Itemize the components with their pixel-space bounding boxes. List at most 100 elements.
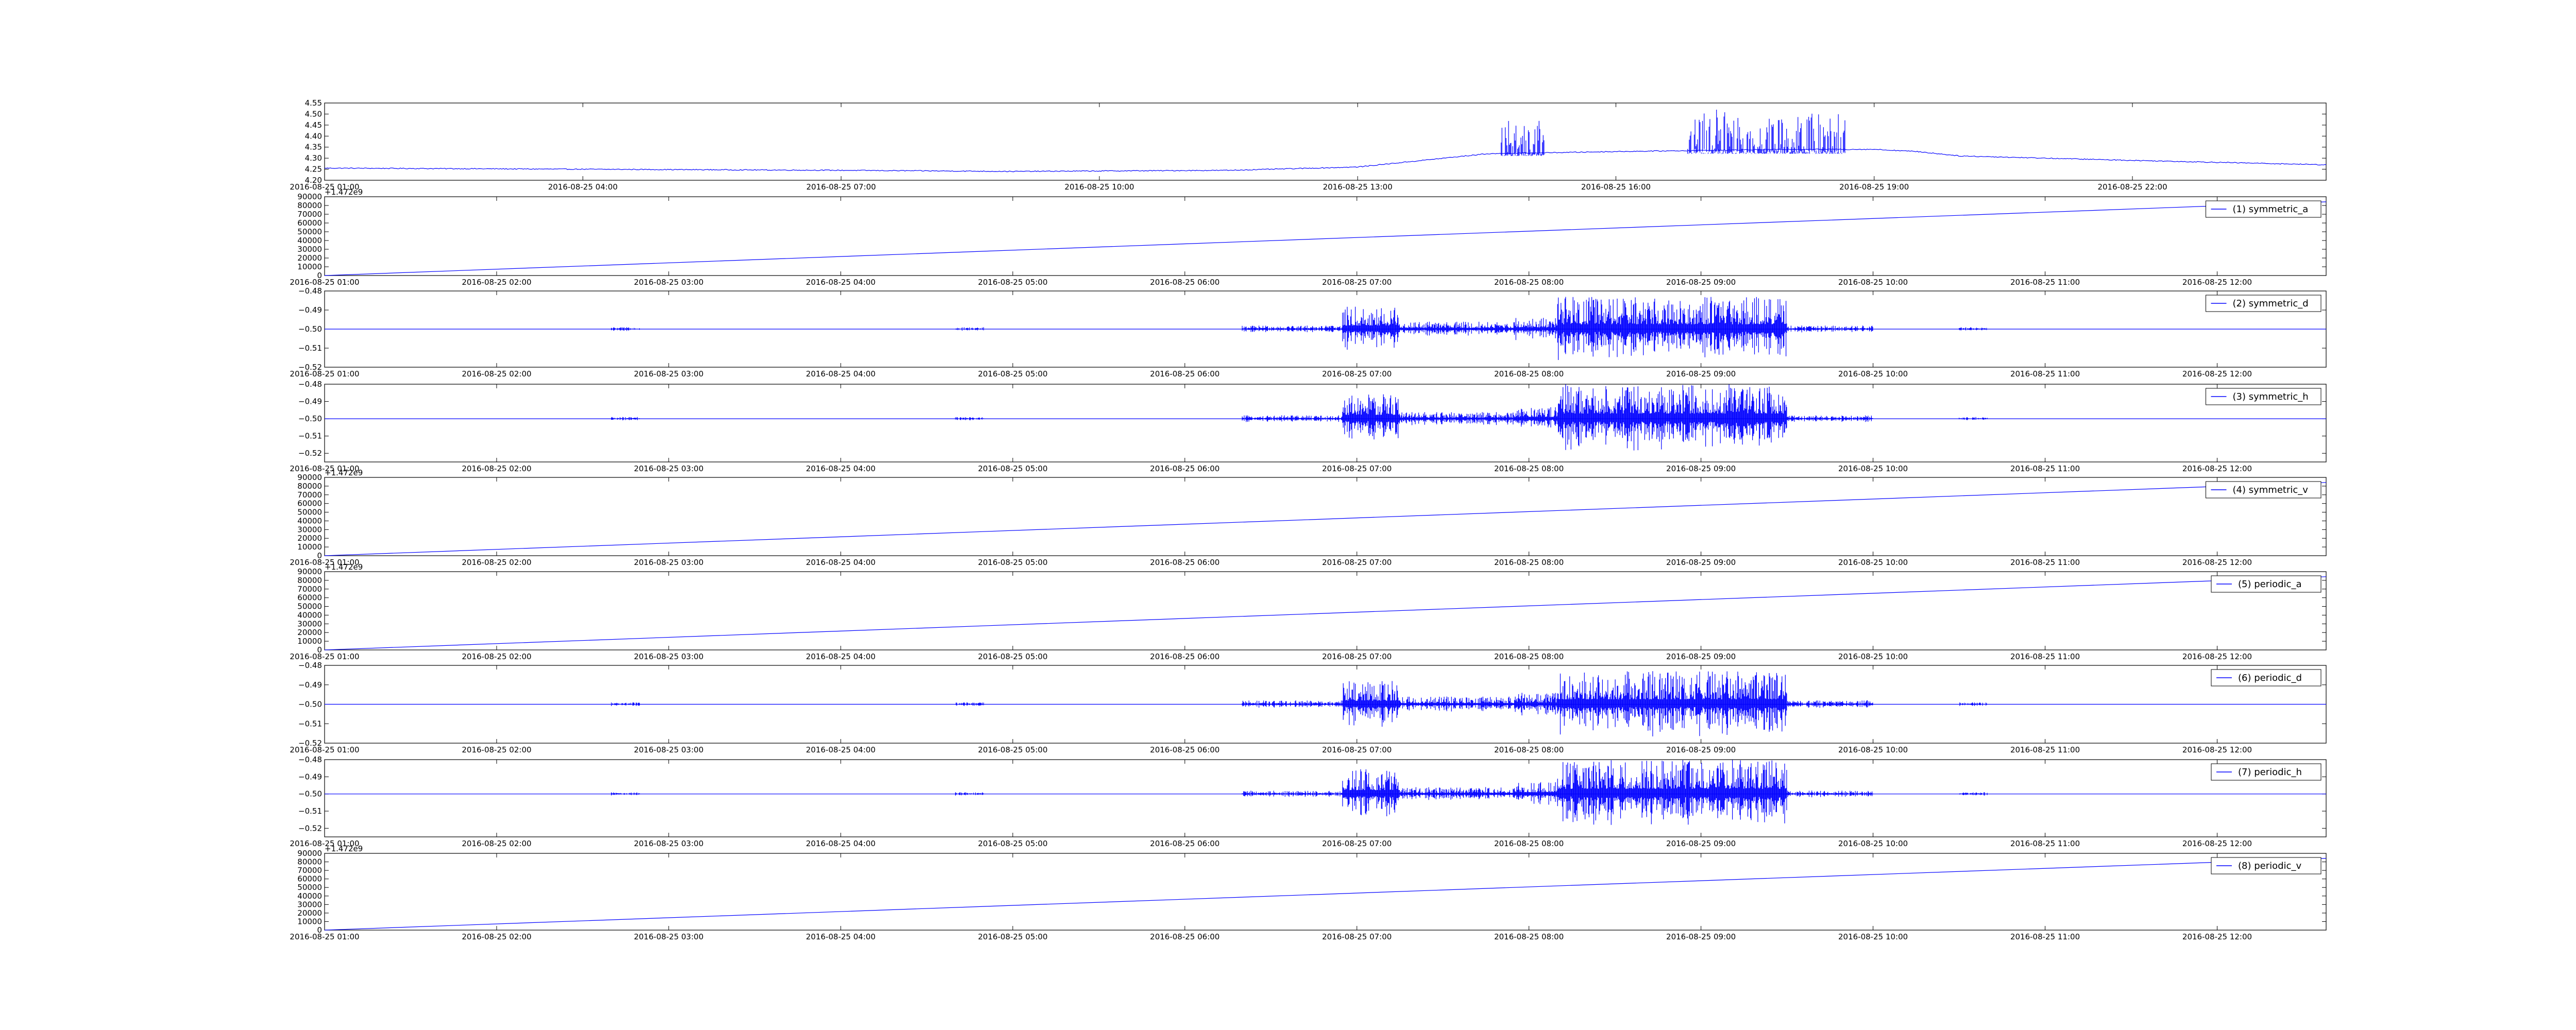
x-tick-label: 2016-08-25 07:00 <box>1322 464 1392 473</box>
series-line <box>325 297 2326 360</box>
series-line <box>325 384 2326 451</box>
y-tick-label: −0.48 <box>298 380 322 389</box>
x-tick-label: 2016-08-25 10:00 <box>1838 932 1908 941</box>
x-tick-label: 2016-08-25 04:00 <box>806 839 875 848</box>
y-tick-label: 90000 <box>297 192 322 201</box>
x-tick-label: 2016-08-25 01:00 <box>290 278 359 287</box>
y-tick-label: 70000 <box>297 210 322 219</box>
y-tick-label: 50000 <box>297 508 322 517</box>
y-tick-label: 80000 <box>297 576 322 585</box>
plot-area <box>324 853 2327 931</box>
y-tick-label: 90000 <box>297 849 322 858</box>
x-tick-label: 2016-08-25 06:00 <box>1150 839 1219 848</box>
x-tick-label: 2016-08-25 05:00 <box>978 369 1047 379</box>
y-tick-label: 80000 <box>297 857 322 867</box>
x-tick-label: 2016-08-25 02:00 <box>462 369 531 379</box>
x-tick-label: 2016-08-25 05:00 <box>978 932 1047 941</box>
x-tick-label: 2016-08-25 02:00 <box>462 558 531 567</box>
y-tick-label: 50000 <box>297 602 322 611</box>
y-tick-label: 4.55 <box>305 98 322 108</box>
x-tick-label: 2016-08-25 01:00 <box>290 369 359 379</box>
x-tick-label: 2016-08-25 01:00 <box>290 652 359 661</box>
x-tick-label: 2016-08-25 02:00 <box>462 652 531 661</box>
x-tick-label: 2016-08-25 07:00 <box>1322 839 1392 848</box>
y-tick-label: 0 <box>317 551 322 560</box>
y-tick-label: −0.50 <box>298 789 322 799</box>
y-tick-label: 50000 <box>297 883 322 892</box>
series-line <box>324 576 2327 650</box>
x-tick-label: 2016-08-25 22:00 <box>2097 182 2167 192</box>
x-tick-label: 2016-08-25 04:00 <box>806 932 875 941</box>
x-tick-label: 2016-08-25 08:00 <box>1494 745 1564 754</box>
y-tick-label: 4.30 <box>305 153 322 163</box>
x-tick-label: 2016-08-25 06:00 <box>1150 745 1219 754</box>
x-tick-label: 2016-08-25 06:00 <box>1150 464 1219 473</box>
x-tick-label: 2016-08-25 19:00 <box>1839 182 1909 192</box>
x-tick-label: 2016-08-25 12:00 <box>2182 745 2252 754</box>
x-tick-label: 2016-08-25 11:00 <box>2010 932 2080 941</box>
x-tick-label: 2016-08-25 10:00 <box>1838 278 1908 287</box>
y-tick-label: 30000 <box>297 619 322 628</box>
x-tick-label: 2016-08-25 11:00 <box>2010 278 2080 287</box>
x-tick-label: 2016-08-25 07:00 <box>1322 745 1392 754</box>
chart-panel-4: 0100002000030000400005000060000700008000… <box>290 468 2327 567</box>
x-tick-label: 2016-08-25 01:00 <box>290 932 359 941</box>
legend: (6) periodic_d <box>2211 669 2321 686</box>
y-tick-label: 0 <box>317 271 322 280</box>
x-tick-label: 2016-08-25 12:00 <box>2182 932 2252 941</box>
y-tick-label: 40000 <box>297 236 322 245</box>
x-tick-label: 2016-08-25 02:00 <box>462 745 531 754</box>
x-tick-label: 2016-08-25 08:00 <box>1494 464 1564 473</box>
x-tick-label: 2016-08-25 09:00 <box>1666 652 1736 661</box>
y-tick-label: −0.52 <box>298 449 322 458</box>
y-tick-label: 50000 <box>297 227 322 236</box>
y-tick-label: 40000 <box>297 610 322 620</box>
series-line <box>324 482 2327 556</box>
x-tick-label: 2016-08-25 02:00 <box>462 932 531 941</box>
x-tick-label: 2016-08-25 11:00 <box>2010 745 2080 754</box>
legend-label: (1) symmetric_a <box>2233 204 2309 215</box>
plot-area <box>324 571 2327 650</box>
x-tick-label: 2016-08-25 10:00 <box>1838 839 1908 848</box>
y-tick-label: 30000 <box>297 900 322 909</box>
x-tick-label: 2016-08-25 04:00 <box>806 464 875 473</box>
plot-area <box>324 196 2327 276</box>
y-tick-label: −0.51 <box>298 344 322 353</box>
y-tick-label: 30000 <box>297 245 322 254</box>
y-tick-label: 10000 <box>297 542 322 552</box>
y-tick-label: 60000 <box>297 593 322 603</box>
legend-label: (5) periodic_a <box>2238 579 2302 590</box>
x-tick-label: 2016-08-25 12:00 <box>2182 558 2252 567</box>
y-offset-text: +1.472e9 <box>325 844 363 853</box>
x-tick-label: 2016-08-25 05:00 <box>978 558 1047 567</box>
x-tick-label: 2016-08-25 02:00 <box>462 464 531 473</box>
y-tick-label: 20000 <box>297 908 322 918</box>
x-tick-label: 2016-08-25 08:00 <box>1494 369 1564 379</box>
y-tick-label: −0.52 <box>298 363 322 372</box>
plot-area <box>324 384 2327 462</box>
x-tick-label: 2016-08-25 03:00 <box>634 745 703 754</box>
x-tick-label: 2016-08-25 16:00 <box>1581 182 1651 192</box>
x-tick-label: 2016-08-25 11:00 <box>2010 369 2080 379</box>
chart-panel-8: 0100002000030000400005000060000700008000… <box>290 844 2327 941</box>
y-offset-text: +1.472e9 <box>325 468 363 477</box>
y-tick-label: 4.40 <box>305 131 322 141</box>
y-tick-label: −0.49 <box>298 397 322 406</box>
chart-panel-5: 0100002000030000400005000060000700008000… <box>290 562 2327 661</box>
x-tick-label: 2016-08-25 11:00 <box>2010 652 2080 661</box>
y-tick-label: −0.50 <box>298 324 322 334</box>
y-tick-label: 20000 <box>297 628 322 637</box>
y-tick-label: 4.20 <box>305 176 322 185</box>
series-line <box>325 760 2326 825</box>
y-offset-text: +1.472e9 <box>325 562 363 572</box>
y-tick-label: 80000 <box>297 482 322 491</box>
x-tick-label: 2016-08-25 06:00 <box>1150 278 1219 287</box>
chart-panel-1: 0100002000030000400005000060000700008000… <box>290 187 2327 287</box>
y-tick-label: 4.50 <box>305 109 322 118</box>
y-tick-label: 60000 <box>297 874 322 884</box>
y-tick-label: −0.49 <box>298 305 322 315</box>
x-tick-label: 2016-08-25 07:00 <box>806 182 876 192</box>
x-tick-label: 2016-08-25 03:00 <box>634 932 703 941</box>
x-tick-label: 2016-08-25 06:00 <box>1150 932 1219 941</box>
legend-label: (6) periodic_d <box>2238 673 2302 683</box>
